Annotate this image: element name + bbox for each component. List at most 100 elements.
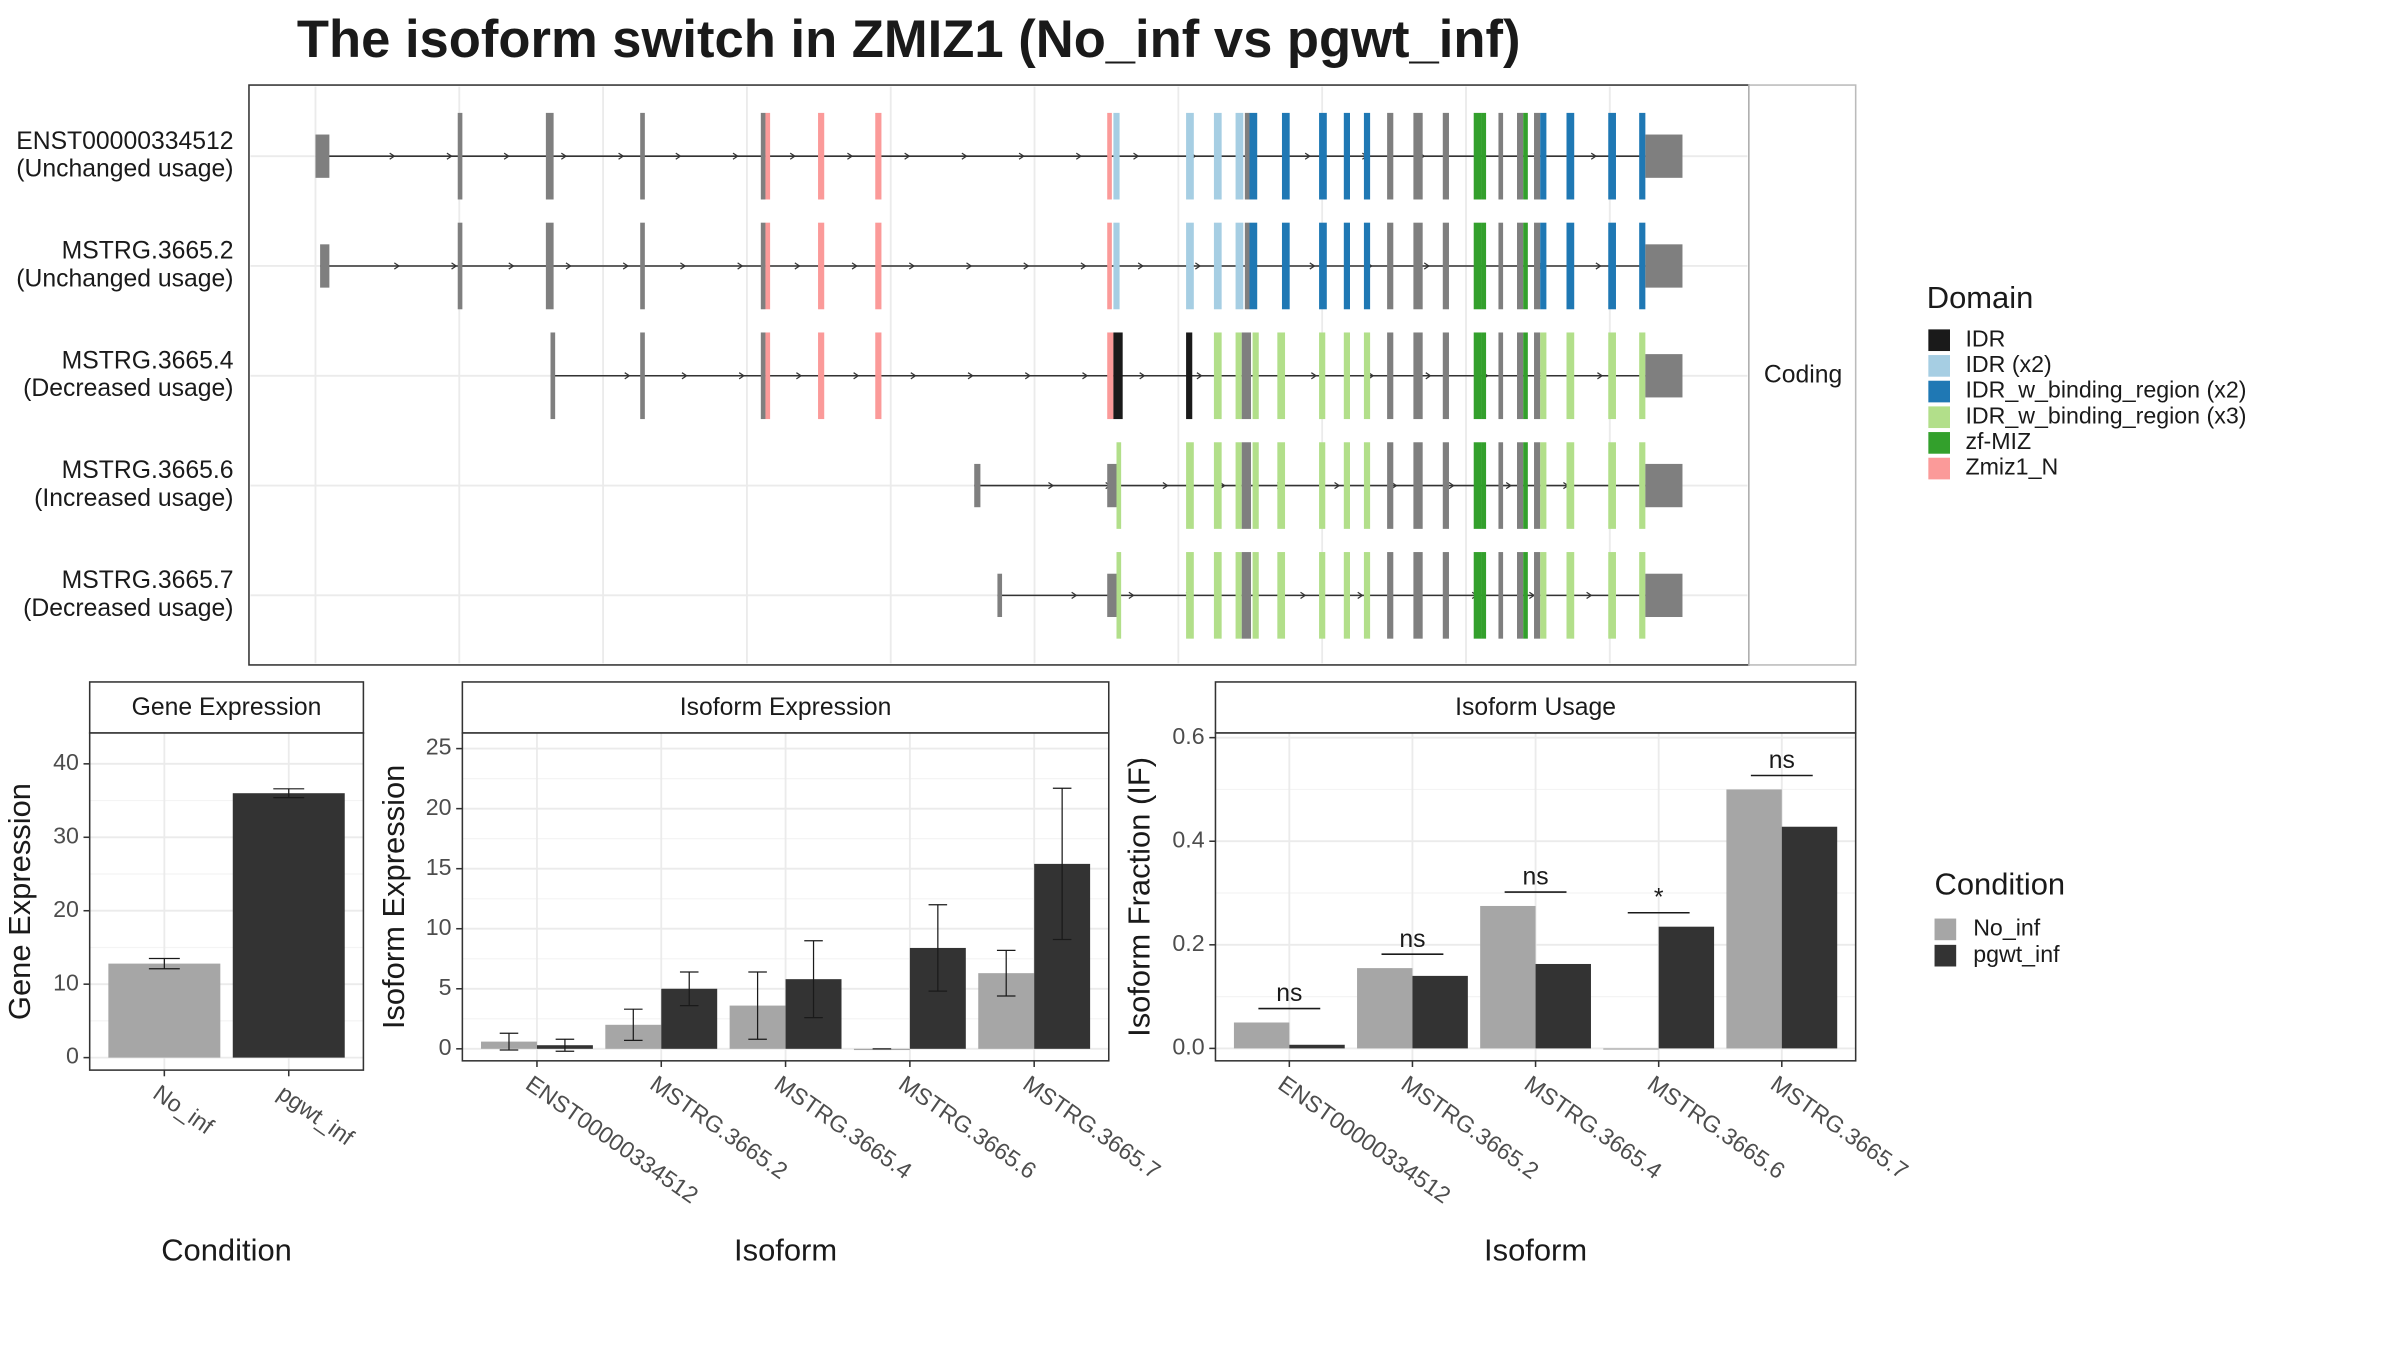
exon (1387, 442, 1394, 529)
intron-arrow (1080, 262, 1087, 270)
exon (1116, 552, 1122, 639)
exon (1244, 222, 1250, 310)
exon (818, 112, 825, 200)
exon (1107, 332, 1114, 420)
exon (1540, 112, 1547, 200)
strip (88, 681, 365, 734)
intron-arrow (853, 372, 860, 380)
exon (1523, 112, 1528, 200)
intron-arrow (737, 262, 744, 270)
y-tick-label: 5 (439, 974, 452, 1000)
exon (1517, 552, 1524, 639)
error-bar (555, 1038, 575, 1052)
exon (1107, 222, 1112, 310)
transcript-usage: (Unchanged usage) (16, 265, 233, 292)
exon (818, 332, 825, 420)
significance-label: * (1654, 884, 1664, 911)
exon (1343, 442, 1350, 529)
exon (640, 222, 645, 310)
transcript-name: MSTRG.3665.4 (62, 347, 234, 374)
exon (1281, 112, 1290, 200)
y-tick-label: 20 (426, 794, 452, 820)
plot-border (461, 732, 1110, 1062)
exon (1517, 112, 1524, 200)
transcript-usage: (Unchanged usage) (16, 156, 233, 183)
y-tick-label: 0 (66, 1043, 79, 1069)
exon (1213, 442, 1222, 529)
exon (1442, 552, 1449, 639)
exon (1517, 222, 1524, 310)
exon (1235, 332, 1242, 420)
y-tick-label: 0.0 (1172, 1034, 1204, 1060)
exon (1540, 332, 1547, 420)
exon (1639, 222, 1646, 310)
exon (1481, 442, 1487, 529)
exon (1277, 552, 1286, 639)
intron-arrow (1423, 262, 1430, 270)
exon (875, 222, 882, 310)
intron-arrow (1310, 372, 1318, 380)
exon (1413, 222, 1423, 310)
y-axis-title: Isoform Fraction (IF) (1121, 757, 1156, 1037)
legend-label: zf-MIZ (1965, 428, 2031, 454)
y-tick-label: 30 (53, 822, 79, 848)
bar (1289, 1044, 1345, 1049)
error-bar (804, 940, 823, 1019)
intron-arrow (446, 152, 453, 160)
exon (1498, 222, 1504, 310)
exon (550, 332, 556, 420)
y-tick-label: 10 (53, 969, 79, 995)
legend-swatch (1928, 355, 1950, 377)
transcript-usage: (Decreased usage) (23, 375, 233, 402)
exon (1473, 222, 1482, 310)
exon (1213, 222, 1222, 310)
exon (1249, 222, 1258, 310)
exon (1186, 442, 1194, 529)
exon (974, 463, 981, 508)
exon (1343, 222, 1350, 310)
intron-arrow (967, 372, 974, 380)
y-axis-title: Gene Expression (2, 783, 37, 1020)
exon (1363, 112, 1371, 200)
exon (765, 332, 771, 420)
legend-label: IDR_w_binding_region (x2) (1965, 377, 2246, 403)
exon (1343, 332, 1350, 420)
exon (1645, 354, 1683, 398)
exon (1566, 442, 1575, 529)
intron-arrow (1018, 152, 1025, 160)
intron-arrow (503, 152, 510, 160)
intron-arrow (910, 372, 917, 380)
exon (1473, 552, 1482, 639)
exon (1387, 112, 1394, 200)
exon (1442, 332, 1449, 420)
exon (760, 332, 766, 420)
y-axis-title: Isoform Expression (376, 765, 411, 1030)
exon (1442, 222, 1449, 310)
bar (1480, 905, 1536, 1049)
significance-label: ns (1523, 864, 1549, 891)
intron-arrow (1357, 591, 1364, 599)
intron-arrow (732, 152, 739, 160)
legend-label: IDR (x2) (1965, 351, 2051, 377)
exon (1639, 442, 1646, 529)
panel-title: Isoform Expression (680, 694, 892, 721)
x-axis-title: Condition (161, 1233, 292, 1268)
legend-swatch (1928, 380, 1950, 403)
legend-swatch (1928, 329, 1950, 352)
exon (1107, 112, 1112, 200)
bar (232, 793, 345, 1058)
error-bar (499, 1032, 519, 1051)
exon (1235, 222, 1244, 310)
exon (1281, 222, 1290, 310)
exon (1107, 573, 1117, 618)
intron-arrow (908, 262, 916, 270)
intron-arrow (622, 262, 629, 270)
exon (1319, 332, 1326, 420)
intron-arrow (1304, 152, 1311, 160)
exon (1387, 332, 1394, 420)
exon (1645, 573, 1683, 618)
transcript-usage: (Increased usage) (34, 485, 233, 512)
bar (1233, 1022, 1290, 1049)
exon (1534, 442, 1541, 529)
bar (108, 963, 221, 1058)
